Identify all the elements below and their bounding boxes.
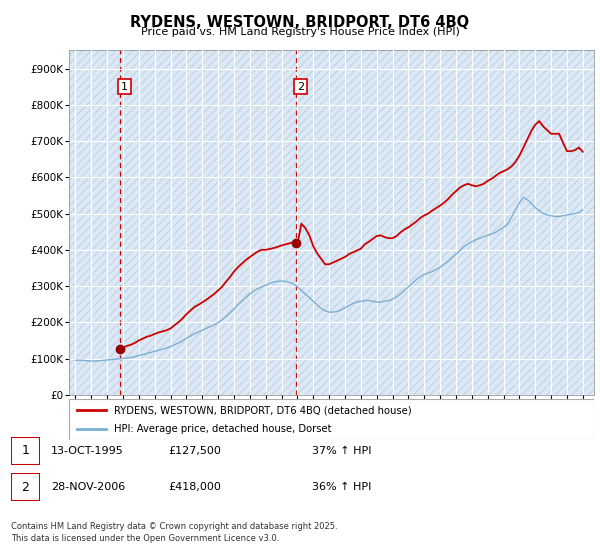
Text: 36% ↑ HPI: 36% ↑ HPI bbox=[312, 482, 371, 492]
Text: RYDENS, WESTOWN, BRIDPORT, DT6 4BQ: RYDENS, WESTOWN, BRIDPORT, DT6 4BQ bbox=[130, 15, 470, 30]
Text: £418,000: £418,000 bbox=[168, 482, 221, 492]
Text: RYDENS, WESTOWN, BRIDPORT, DT6 4BQ (detached house): RYDENS, WESTOWN, BRIDPORT, DT6 4BQ (deta… bbox=[113, 405, 411, 415]
Text: 1: 1 bbox=[21, 444, 29, 458]
Text: Contains HM Land Registry data © Crown copyright and database right 2025.
This d: Contains HM Land Registry data © Crown c… bbox=[11, 522, 337, 543]
Text: £127,500: £127,500 bbox=[168, 446, 221, 456]
Text: 28-NOV-2006: 28-NOV-2006 bbox=[51, 482, 125, 492]
Text: 2: 2 bbox=[297, 82, 304, 92]
FancyBboxPatch shape bbox=[69, 399, 594, 440]
Text: 2: 2 bbox=[21, 480, 29, 494]
Text: 37% ↑ HPI: 37% ↑ HPI bbox=[312, 446, 371, 456]
Text: HPI: Average price, detached house, Dorset: HPI: Average price, detached house, Dors… bbox=[113, 424, 331, 433]
Text: Price paid vs. HM Land Registry's House Price Index (HPI): Price paid vs. HM Land Registry's House … bbox=[140, 27, 460, 37]
Text: 13-OCT-1995: 13-OCT-1995 bbox=[51, 446, 124, 456]
Text: 1: 1 bbox=[121, 82, 128, 92]
